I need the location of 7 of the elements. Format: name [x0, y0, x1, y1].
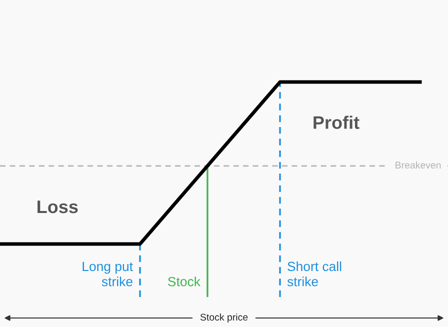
annotation: Profit — [314, 116, 360, 129]
text: Short call strike — [287, 261, 342, 286]
text: Stock price — [200, 313, 248, 323]
annotation: Loss — [38, 200, 78, 214]
ref-line-label: Breakeven — [396, 161, 441, 169]
text: Stock — [168, 276, 200, 286]
text: Long put strike — [82, 262, 133, 286]
